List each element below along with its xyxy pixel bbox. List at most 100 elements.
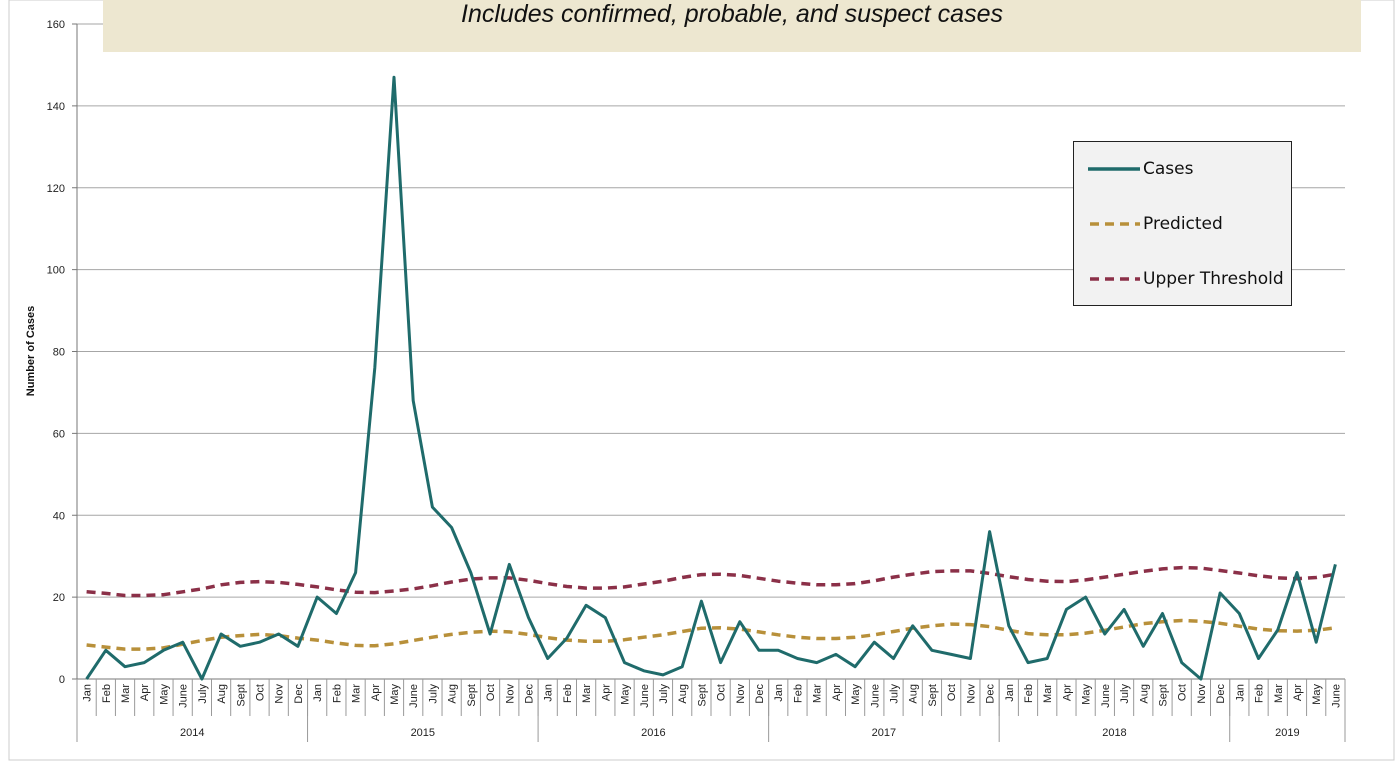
x-tick-label: June (1100, 684, 1112, 708)
y-tick-label: 20 (53, 592, 65, 604)
series-layer (85, 75, 1337, 681)
x-tick-label: Jan (312, 684, 324, 702)
legend-label-upper-threshold: Upper Threshold (1143, 269, 1284, 289)
year-label: 2017 (872, 727, 896, 739)
x-tick-label: Mar (581, 684, 593, 703)
y-axis-label: Number of Cases (25, 305, 37, 397)
x-tick-label: Apr (139, 684, 151, 701)
x-tick-label: Nov (1196, 684, 1208, 704)
y-axis: 0 20 40 60 80 100 120 140 160 (47, 19, 78, 686)
legend-item-predicted: Predicted (1088, 212, 1223, 236)
x-tick-label: July (1119, 684, 1131, 704)
y-tick-label: 140 (47, 101, 65, 113)
x-tick-label: Feb (101, 684, 113, 703)
x-tick-label: July (427, 684, 439, 704)
x-tick-label: Mar (1042, 684, 1054, 703)
x-tick-label: Mar (351, 684, 363, 703)
x-tick-label: Oct (255, 684, 267, 701)
x-tick-label: Sept (466, 684, 478, 707)
x-tick-label: Mar (1273, 684, 1285, 703)
x-tick-label: Aug (1138, 684, 1150, 704)
x-tick-label: Apr (600, 684, 612, 701)
x-tick-label: Apr (370, 684, 382, 701)
year-label: 2014 (180, 727, 204, 739)
x-tick-label: Feb (1254, 684, 1266, 703)
legend-item-upper-threshold: Upper Threshold (1088, 267, 1284, 291)
y-tick-label: 60 (53, 428, 65, 440)
legend-item-cases: Cases (1088, 157, 1193, 181)
subtitle-banner: Includes confirmed, probable, and suspec… (103, 0, 1361, 52)
x-tick-label: Feb (792, 684, 804, 703)
chart-subtitle: Includes confirmed, probable, and suspec… (461, 0, 1003, 28)
x-tick-label: Feb (1023, 684, 1035, 703)
x-tick-label: Oct (1177, 684, 1189, 701)
x-tick-label: July (197, 684, 209, 704)
legend-swatch-upper-threshold (1090, 277, 1140, 281)
series-line-cases (85, 75, 1337, 681)
x-tick-label: Nov (274, 684, 286, 704)
x-tick-label: Apr (1292, 684, 1304, 701)
year-label: 2016 (641, 727, 665, 739)
x-tick-label: May (1311, 684, 1323, 705)
x-tick-label: May (389, 684, 401, 705)
x-tick-label: May (850, 684, 862, 705)
x-tick-label: Mar (120, 684, 132, 703)
y-tick-label: 100 (47, 265, 65, 277)
y-tick-label: 160 (47, 19, 65, 31)
x-tick-label: Nov (504, 684, 516, 704)
x-tick-label: Aug (447, 684, 459, 704)
x-tick-label: July (889, 684, 901, 704)
x-tick-label: Apr (1061, 684, 1073, 701)
legend-swatch-cases (1088, 167, 1140, 171)
x-tick-label: Jan (1004, 684, 1016, 702)
x-tick-label: Jan (773, 684, 785, 702)
year-label: 2019 (1275, 727, 1299, 739)
x-tick-label: Jan (543, 684, 555, 702)
x-tick-label: Oct (946, 684, 958, 701)
x-tick-label: Nov (735, 684, 747, 704)
year-label: 2018 (1102, 727, 1126, 739)
x-tick-label: Aug (908, 684, 920, 704)
x-tick-label: Dec (1215, 684, 1227, 704)
x-tick-label: May (1081, 684, 1093, 705)
legend-label-predicted: Predicted (1143, 214, 1223, 234)
x-tick-label: Apr (831, 684, 843, 701)
legend-label-cases: Cases (1143, 159, 1194, 179)
x-tick-label: Jan (1234, 684, 1246, 702)
x-axis: Jan Feb Mar Apr May June July Aug Sept Oct Nov Dec J… (76, 679, 1346, 742)
year-label: 2015 (411, 727, 435, 739)
legend: Cases Predicted Upper Threshold (1073, 141, 1292, 306)
x-tick-label: Oct (485, 684, 497, 701)
x-tick-label: Sept (696, 684, 708, 707)
x-tick-label: May (158, 684, 170, 705)
x-tick-label: Feb (562, 684, 574, 703)
legend-swatch-predicted (1090, 222, 1140, 226)
x-tick-label: Mar (812, 684, 824, 703)
x-tick-label: Dec (985, 684, 997, 704)
x-tick-label: Oct (716, 684, 728, 701)
x-tick-label: Dec (754, 684, 766, 704)
y-tick-label: 80 (53, 347, 65, 359)
chart-area (8, 0, 1395, 761)
x-tick-label: Nov (965, 684, 977, 704)
x-tick-label: June (869, 684, 881, 708)
x-tick-label: May (620, 684, 632, 705)
x-tick-label: Sept (1157, 684, 1169, 707)
x-tick-label: June (639, 684, 651, 708)
y-tick-label: 40 (53, 510, 65, 522)
x-tick-label: Sept (235, 684, 247, 707)
x-tick-label: Dec (523, 684, 535, 704)
x-tick-label: Aug (216, 684, 228, 704)
x-tick-label: Sept (927, 684, 939, 707)
x-tick-label: Dec (293, 684, 305, 704)
y-tick-label: 120 (47, 183, 65, 195)
x-tick-label: July (658, 684, 670, 704)
x-tick-label: Aug (677, 684, 689, 704)
x-tick-label: June (1330, 684, 1342, 708)
x-tick-label: June (408, 684, 420, 708)
x-tick-label: Jan (82, 684, 94, 702)
y-tick-label: 0 (59, 674, 65, 686)
x-tick-label: Feb (331, 684, 343, 703)
x-tick-label: June (178, 684, 190, 708)
